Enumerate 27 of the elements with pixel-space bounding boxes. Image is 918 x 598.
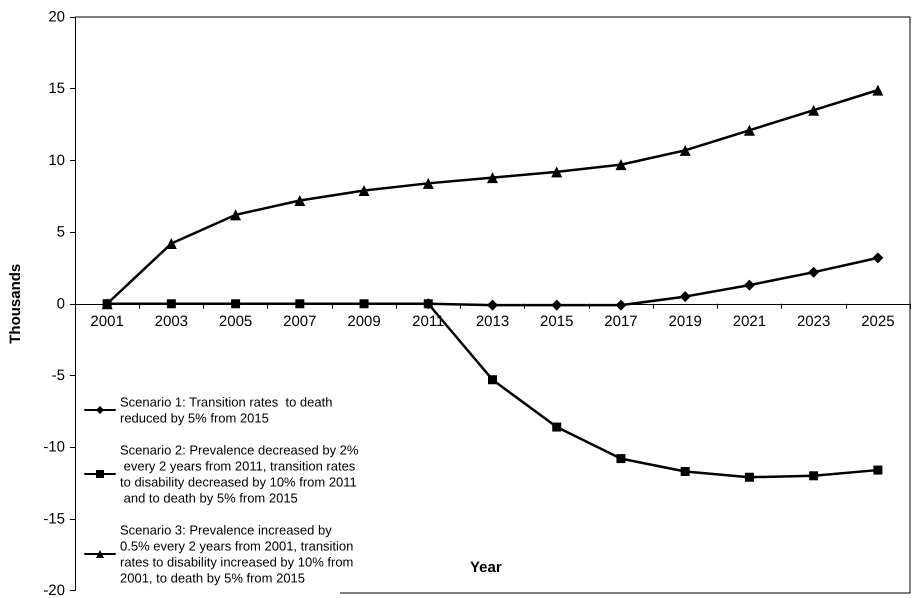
x-tick-label: 2015: [540, 312, 574, 330]
x-axis-title: Year: [470, 559, 502, 576]
x-tick-label: 2023: [796, 312, 830, 330]
y-tick-label: 10: [48, 152, 65, 169]
x-tick-label: 2019: [668, 312, 702, 330]
y-tick-label: -5: [52, 366, 65, 384]
y-tick-label: 0: [56, 295, 65, 312]
legend-label: Scenario 3: Prevalence increased by 0.5% every 2 years from 2001, transition rates to disability increased by 10% from 2001, to death by 5% from 2015: [120, 522, 358, 586]
x-tick-label: 2009: [347, 312, 381, 330]
y-tick-label: 15: [48, 80, 65, 98]
x-tick-label: 2017: [604, 312, 638, 330]
legend-label: Scenario 1: Transition rates to death reduced by 5% from 2015: [120, 394, 336, 426]
x-tick-label: 2025: [861, 312, 895, 330]
x-tick-label: 2007: [283, 312, 316, 330]
y-tick-label: 20: [48, 8, 65, 26]
x-tick-label: 2013: [476, 312, 510, 330]
y-axis-title: Thousands: [7, 264, 24, 344]
x-tick-label: 2021: [732, 312, 766, 330]
y-tick-label: 5: [56, 224, 65, 241]
x-tick-label: 2005: [218, 312, 252, 330]
y-tick-label: -20: [43, 582, 65, 598]
x-tick-label: 2001: [90, 312, 124, 330]
y-tick-label: -10: [43, 438, 65, 456]
y-tick-label: -15: [43, 510, 65, 528]
x-tick-label: 2011: [412, 312, 444, 330]
x-tick-label: 2003: [154, 312, 188, 330]
legend-label: Scenario 2: Prevalence decreased by 2% every 2 years from 2011, transition rates to disability decreased by 10% from 2011 and to death by 5% from 2015: [120, 442, 359, 506]
